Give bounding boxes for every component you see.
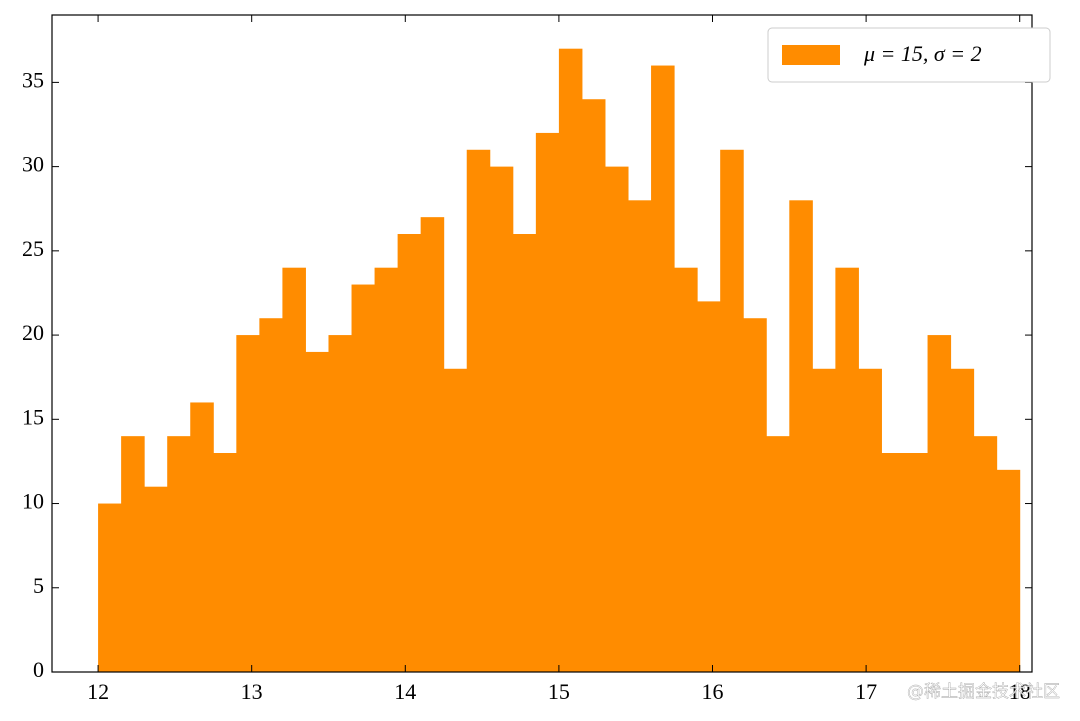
histogram-bar (236, 335, 260, 672)
histogram-bar (466, 149, 491, 672)
histogram-bar (374, 267, 399, 672)
histogram-bar (927, 335, 952, 672)
histogram-bar (144, 486, 168, 672)
histogram-bar (512, 234, 537, 672)
x-tick-label: 14 (394, 679, 416, 704)
histogram-bar (858, 368, 882, 672)
y-tick-label: 30 (22, 152, 44, 177)
x-tick-label: 13 (241, 679, 263, 704)
y-tick-label: 5 (33, 573, 44, 598)
legend: μ = 15, σ = 2 (767, 27, 1051, 83)
histogram-bar (904, 453, 929, 672)
plot-frame (51, 14, 1033, 673)
histogram-bar (812, 368, 836, 672)
histogram-bar (881, 453, 906, 672)
x-tick-label: 18 (1009, 679, 1031, 704)
histogram-bar (558, 48, 583, 672)
histogram-bar (674, 267, 698, 672)
legend-swatch (782, 45, 840, 65)
watermark: @稀土掘金技术社区 (907, 682, 1060, 702)
histogram-bar (351, 284, 376, 672)
histogram-bar (282, 267, 306, 672)
y-tick-label: 10 (22, 489, 44, 514)
histogram-bar (581, 99, 606, 672)
histogram-bar (996, 469, 1021, 672)
histogram-bar (190, 402, 214, 672)
histogram-bar (489, 166, 514, 672)
histogram-bar (167, 436, 191, 672)
histogram-bar (328, 335, 353, 672)
y-tick-label: 15 (22, 404, 44, 429)
histogram-bar (789, 200, 813, 673)
histogram-bar (628, 200, 652, 673)
x-tick-label: 17 (855, 679, 877, 704)
x-tick-label: 15 (548, 679, 570, 704)
histogram-bar (697, 301, 721, 672)
histogram-bar (743, 318, 767, 672)
y-tick-label: 20 (22, 320, 44, 345)
histogram-bar (98, 503, 122, 672)
histogram-bar (973, 436, 998, 672)
histogram-bar (121, 436, 145, 672)
histogram-bar (766, 436, 790, 672)
histogram-bar (835, 267, 859, 672)
histogram-bar (305, 351, 329, 672)
histogram-bar (651, 65, 675, 673)
legend-label: μ = 15, σ = 2 (863, 41, 982, 66)
histogram-bar (259, 318, 283, 672)
y-tick-label: 25 (22, 236, 44, 261)
x-tick-label: 12 (87, 679, 109, 704)
histogram-bar (604, 166, 629, 672)
histogram-bar (535, 132, 560, 672)
y-tick-label: 0 (33, 657, 44, 682)
histogram-bar (950, 368, 975, 672)
histogram-bar (720, 149, 744, 672)
histogram-bar (397, 234, 422, 672)
x-tick-label: 16 (702, 679, 724, 704)
histogram-bar (420, 217, 445, 672)
y-tick-label: 35 (22, 67, 44, 92)
histogram-bar (443, 368, 468, 672)
legend-frame (767, 27, 1051, 83)
histogram-bar (213, 453, 237, 672)
